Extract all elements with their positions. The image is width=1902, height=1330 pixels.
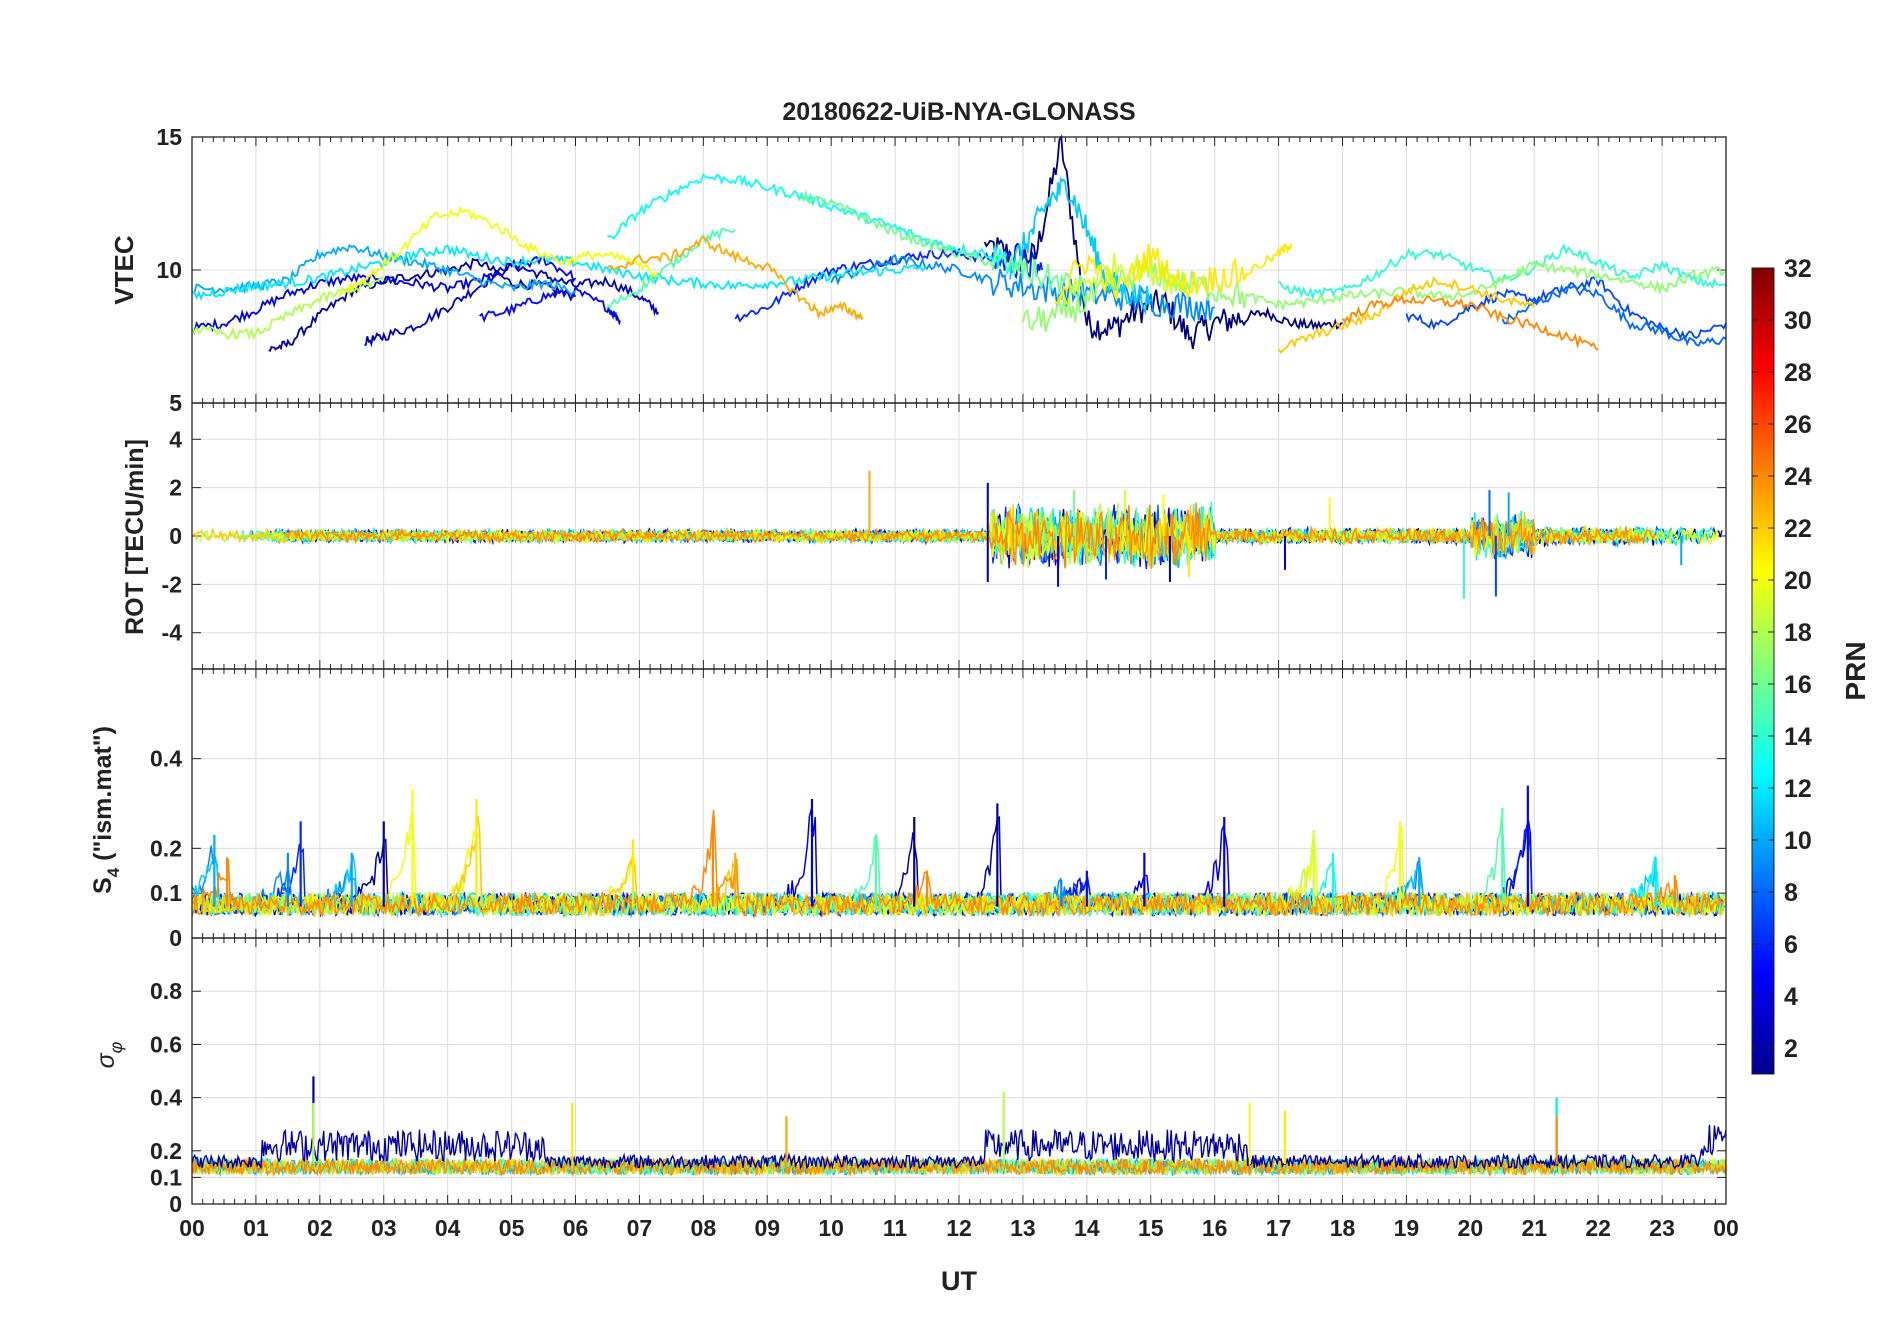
x-tick-label: 00 bbox=[179, 1215, 205, 1241]
series-line-prn-20 bbox=[338, 205, 659, 298]
colorbar-tick-label: 16 bbox=[1784, 671, 1812, 699]
colorbar-gradient bbox=[1751, 267, 1775, 1075]
colorbar-tick-label: 14 bbox=[1784, 723, 1812, 751]
series-line-prn-12 bbox=[191, 244, 928, 301]
series-line-prn-9 bbox=[830, 253, 1215, 323]
series-line-prn-7 bbox=[1405, 276, 1727, 342]
colorbar-tick-label: 10 bbox=[1784, 827, 1812, 855]
x-tick-label: 03 bbox=[371, 1215, 397, 1241]
ylabel-rot: ROT [TECU/min] bbox=[121, 439, 149, 635]
y-tick-label: 0.4 bbox=[150, 746, 182, 772]
s4-trace-prn-24 bbox=[191, 809, 1725, 919]
colorbar-tick-label: 32 bbox=[1784, 255, 1812, 283]
series-line-prn-24 bbox=[1341, 294, 1599, 351]
x-tick-label: 09 bbox=[754, 1215, 780, 1241]
s4-trace-prn-20 bbox=[191, 807, 1725, 919]
colorbar-tick-label: 24 bbox=[1784, 463, 1812, 491]
y-tick-label: 2 bbox=[169, 475, 182, 501]
x-tick-label: 19 bbox=[1394, 1215, 1420, 1241]
x-tick-label: 02 bbox=[307, 1215, 333, 1241]
series-line-prn-1 bbox=[983, 134, 1343, 350]
y-tick-label: 0.2 bbox=[150, 1138, 182, 1164]
x-tick-label: 12 bbox=[946, 1215, 972, 1241]
colorbar-tick-label: 12 bbox=[1784, 775, 1812, 803]
x-tick-label: 21 bbox=[1521, 1215, 1547, 1241]
x-tick-label: 23 bbox=[1649, 1215, 1675, 1241]
x-tick-label: 18 bbox=[1330, 1215, 1356, 1241]
axes-box bbox=[191, 937, 1727, 1205]
colorbar-tick-label: 18 bbox=[1784, 619, 1812, 647]
y-tick-label: 0 bbox=[169, 1191, 182, 1217]
y-tick-label: -2 bbox=[162, 571, 182, 597]
series-line-prn-8 bbox=[1501, 283, 1727, 347]
colorbar-tick-label: 30 bbox=[1784, 307, 1812, 335]
series-line-prn-2 bbox=[268, 257, 577, 352]
rot-trace-prn-20 bbox=[268, 507, 1719, 569]
colorbar-tick-label: 28 bbox=[1784, 359, 1812, 387]
series-line-prn-5 bbox=[479, 284, 622, 326]
x-tick-label: 17 bbox=[1266, 1215, 1292, 1241]
colorbar-tick-label: 4 bbox=[1784, 983, 1798, 1011]
x-tick-label: 06 bbox=[563, 1215, 589, 1241]
colorbar-tick-label: 26 bbox=[1784, 411, 1812, 439]
y-tick-label: -4 bbox=[162, 620, 183, 646]
x-tick-label: 11 bbox=[883, 1215, 908, 1241]
x-tick-label: 15 bbox=[1138, 1215, 1164, 1241]
x-tick-label: 00 bbox=[1713, 1215, 1739, 1241]
series-line-prn-19 bbox=[1054, 252, 1184, 307]
x-tick-label: 22 bbox=[1585, 1215, 1611, 1241]
y-tick-label: 0.8 bbox=[150, 978, 182, 1004]
series-line-prn-21 bbox=[1054, 242, 1293, 304]
sigma-trace-prn-24 bbox=[191, 1156, 1727, 1178]
y-tick-label: 0 bbox=[169, 523, 182, 549]
xlabel: UT bbox=[941, 1266, 977, 1296]
rot-trace-prn-22 bbox=[192, 504, 1642, 567]
x-tick-label: 10 bbox=[818, 1215, 844, 1241]
x-tick-label: 13 bbox=[1010, 1215, 1036, 1241]
y-tick-label: 0.4 bbox=[150, 1085, 182, 1111]
sigma-trace-prn-2 bbox=[191, 1124, 1727, 1171]
series-line-prn-11 bbox=[1009, 176, 1152, 316]
panel-sigma-phi: 00.10.2 0.4 0.6 0.8 00 01 02 03 04 05 06 07 08 09 10 11… bbox=[150, 937, 1739, 1241]
y-tick-label: 0 bbox=[169, 925, 182, 951]
series-line-prn-15 bbox=[606, 227, 736, 310]
rot-trace-prn-24 bbox=[283, 502, 1656, 569]
series-line-prn-3 bbox=[364, 258, 660, 348]
y-tick-label: 10 bbox=[156, 257, 182, 283]
x-tick-label: 16 bbox=[1202, 1215, 1228, 1241]
x-tick-label: 05 bbox=[499, 1215, 525, 1241]
figure-title: 20180622-UiB-NYA-GLONASS bbox=[782, 98, 1135, 126]
x-tick-label: 14 bbox=[1074, 1215, 1100, 1241]
colorbar-label: PRN bbox=[1840, 641, 1871, 700]
ylabel-vtec: VTEC bbox=[109, 235, 139, 305]
y-tick-label: 0.2 bbox=[150, 835, 182, 861]
y-tick-label: 15 bbox=[156, 124, 182, 150]
x-tick-label: 08 bbox=[691, 1215, 717, 1241]
colorbar-tick-label: 8 bbox=[1784, 879, 1798, 907]
y-tick-label: 0.6 bbox=[150, 1031, 182, 1057]
series-line-prn-23 bbox=[607, 236, 864, 322]
colorbar-tick-label: 2 bbox=[1784, 1035, 1798, 1063]
x-tick-label: 04 bbox=[435, 1215, 461, 1241]
colorbar-tick-label: 22 bbox=[1784, 515, 1812, 543]
colorbar-tick-label: 20 bbox=[1784, 567, 1812, 595]
x-tick-label: 07 bbox=[627, 1215, 653, 1241]
series-line-prn-16 bbox=[798, 189, 1088, 302]
y-tick-label: 0.1 bbox=[150, 880, 182, 906]
series-line-prn-22 bbox=[1277, 275, 1536, 354]
x-tick-label: 01 bbox=[243, 1215, 269, 1241]
y-tick-label: 4 bbox=[169, 426, 182, 452]
y-tick-label: 5 bbox=[169, 390, 182, 416]
y-tick-label: 0.1 bbox=[150, 1164, 182, 1190]
x-tick-label: 20 bbox=[1458, 1215, 1484, 1241]
colorbar-tick-label: 6 bbox=[1784, 931, 1798, 959]
panel-rot: -4 -2 0 2 4 bbox=[162, 402, 1727, 670]
